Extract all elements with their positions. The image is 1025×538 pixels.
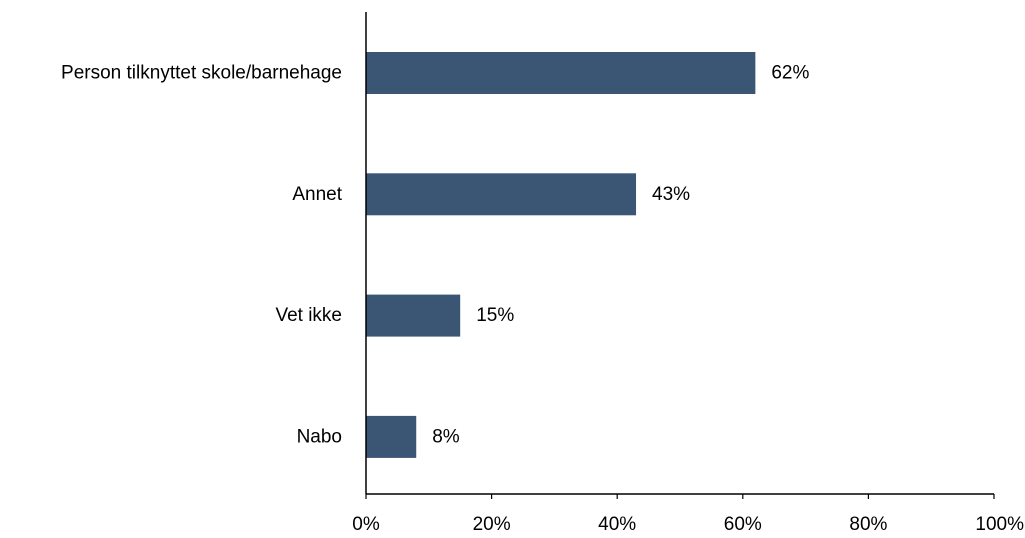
x-tick-label: 100%: [975, 514, 1024, 535]
x-tick-label: 0%: [352, 514, 380, 535]
x-tick-label: 80%: [849, 514, 887, 535]
value-label: 15%: [476, 305, 514, 326]
bar: [366, 173, 637, 216]
bar: [366, 415, 417, 458]
category-labels-group: Person tilknyttet skole/barnehage Annet Ve…: [61, 63, 343, 448]
value-label: 8%: [432, 426, 460, 447]
bar: [366, 52, 756, 94]
value-label: 62%: [771, 63, 809, 84]
x-axis-ticks-group: 0% 20% 40% 60% 80% 100%: [352, 494, 1024, 535]
category-label: Nabo: [297, 426, 342, 447]
bar: [366, 294, 461, 337]
value-labels-group: 62% 43% 15% 8%: [432, 63, 809, 448]
x-tick-label: 20%: [473, 514, 511, 535]
category-label: Annet: [292, 184, 342, 205]
x-tick-label: 60%: [724, 514, 762, 535]
bars-group: [366, 52, 756, 458]
x-tick-label: 40%: [598, 514, 636, 535]
value-label: 43%: [652, 184, 690, 205]
category-label: Vet ikke: [275, 305, 342, 326]
category-label: Person tilknyttet skole/barnehage: [61, 63, 342, 84]
